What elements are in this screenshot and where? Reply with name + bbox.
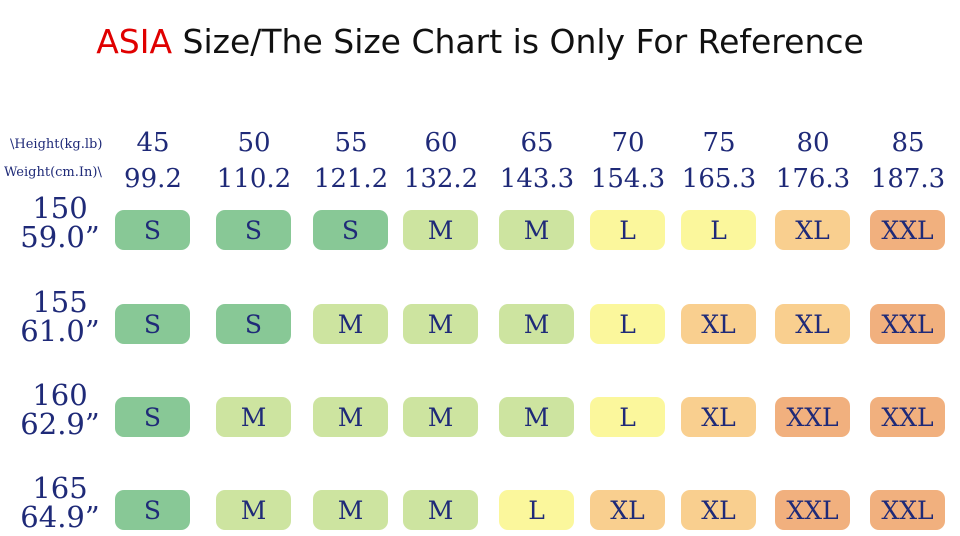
- height-in: 62.9”: [20, 407, 100, 441]
- size-cell: XXL: [870, 304, 945, 344]
- size-cell: M: [499, 304, 574, 344]
- weight-lb: 121.2: [313, 164, 389, 194]
- size-cell: XL: [681, 490, 756, 530]
- header-label-top: \Height(kg.lb): [10, 137, 103, 152]
- weight-kg: 75: [702, 128, 736, 158]
- size-cell: XL: [590, 490, 665, 530]
- size-cell: XL: [775, 210, 850, 250]
- size-cell: S: [216, 210, 291, 250]
- weight-lb: 154.3: [590, 164, 666, 194]
- size-cell: XXL: [775, 397, 850, 437]
- size-cell: M: [313, 304, 388, 344]
- weight-kg: 55: [334, 128, 368, 158]
- size-cell: M: [403, 304, 478, 344]
- header-label-bottom: Weight(cm.In)\: [4, 165, 102, 180]
- weight-kg: 50: [237, 128, 271, 158]
- size-cell: XXL: [870, 397, 945, 437]
- weight-kg: 65: [520, 128, 554, 158]
- title-highlight: ASIA: [96, 22, 173, 61]
- size-cell: L: [499, 490, 574, 530]
- height-cm: 160: [32, 378, 88, 412]
- weight-kg: 60: [424, 128, 458, 158]
- size-cell: M: [499, 397, 574, 437]
- weight-lb: 99.2: [124, 164, 182, 194]
- size-cell: M: [313, 490, 388, 530]
- size-cell: XL: [681, 397, 756, 437]
- size-cell: S: [115, 210, 190, 250]
- size-cell: M: [403, 210, 478, 250]
- page-title: ASIA Size/The Size Chart is Only For Ref…: [0, 22, 960, 61]
- weight-lb: 143.3: [499, 164, 575, 194]
- weight-kg: 80: [796, 128, 830, 158]
- height-in: 64.9”: [20, 500, 100, 534]
- weight-lb: 187.3: [870, 164, 946, 194]
- size-cell: M: [216, 397, 291, 437]
- size-cell: S: [115, 397, 190, 437]
- row-height-label: 155 61.0”: [8, 288, 112, 346]
- height-in: 59.0”: [20, 220, 100, 254]
- weight-lb: 132.2: [403, 164, 479, 194]
- size-cell: L: [590, 304, 665, 344]
- size-cell: S: [115, 490, 190, 530]
- size-cell: S: [313, 210, 388, 250]
- weight-lb: 176.3: [775, 164, 851, 194]
- weight-lb: 165.3: [681, 164, 757, 194]
- size-cell: L: [681, 210, 756, 250]
- height-cm: 165: [32, 471, 88, 505]
- row-height-label: 150 59.0”: [8, 194, 112, 252]
- size-cell: S: [115, 304, 190, 344]
- size-cell: M: [403, 397, 478, 437]
- weight-kg: 70: [611, 128, 645, 158]
- size-cell: XL: [681, 304, 756, 344]
- row-height-label: 165 64.9”: [8, 474, 112, 532]
- title-rest: Size/The Size Chart is Only For Referenc…: [172, 22, 864, 61]
- size-cell: M: [499, 210, 574, 250]
- size-cell: M: [216, 490, 291, 530]
- height-cm: 155: [32, 285, 88, 319]
- size-cell: XXL: [775, 490, 850, 530]
- size-cell: S: [216, 304, 291, 344]
- size-cell: XXL: [870, 210, 945, 250]
- size-cell: M: [313, 397, 388, 437]
- size-cell: L: [590, 210, 665, 250]
- weight-kg: 45: [136, 128, 170, 158]
- size-cell: M: [403, 490, 478, 530]
- weight-kg: 85: [891, 128, 925, 158]
- row-height-label: 160 62.9”: [8, 381, 112, 439]
- height-in: 61.0”: [20, 314, 100, 348]
- size-cell: XXL: [870, 490, 945, 530]
- weight-lb: 110.2: [216, 164, 292, 194]
- size-cell: XL: [775, 304, 850, 344]
- height-cm: 150: [32, 191, 88, 225]
- size-cell: L: [590, 397, 665, 437]
